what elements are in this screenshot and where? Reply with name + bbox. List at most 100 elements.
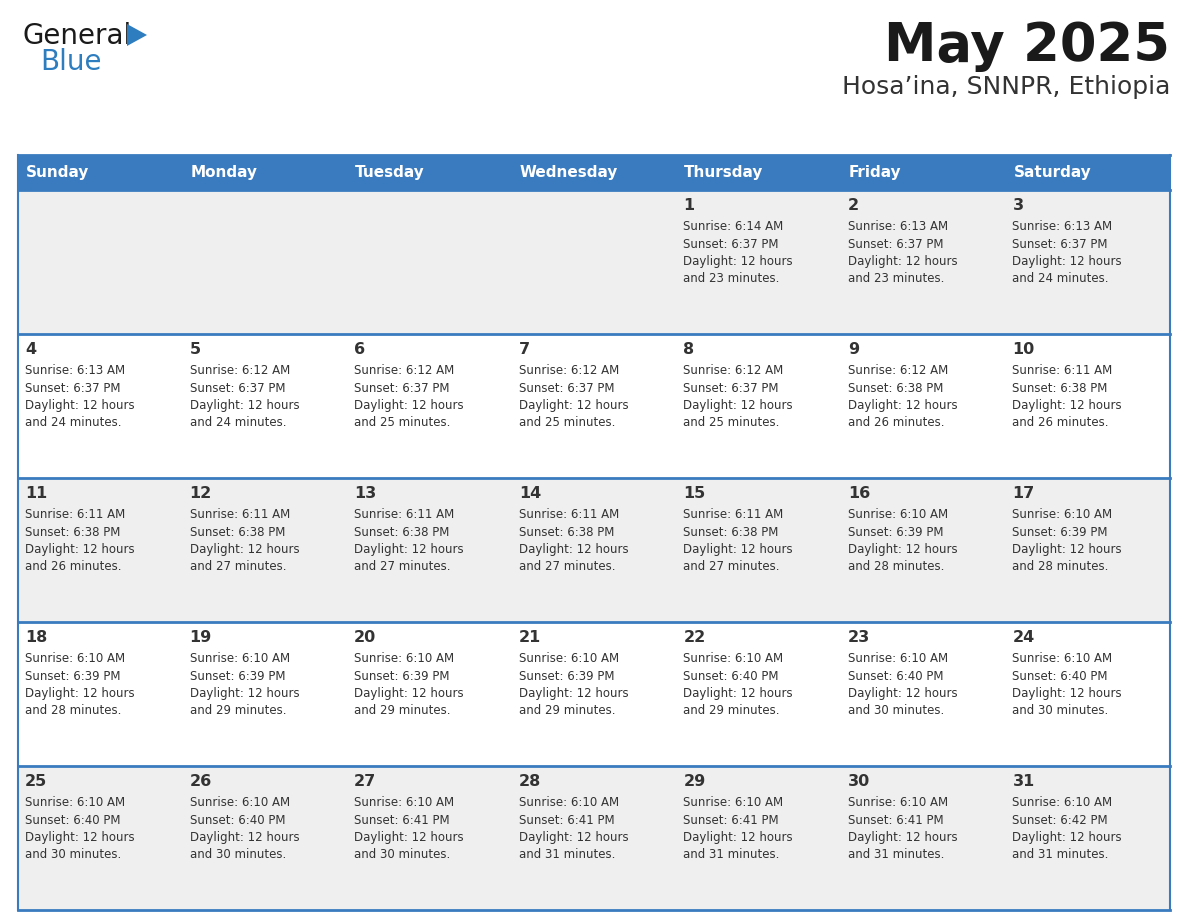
Text: Sunrise: 6:10 AM: Sunrise: 6:10 AM: [519, 796, 619, 809]
Text: 4: 4: [25, 342, 36, 357]
Text: and 28 minutes.: and 28 minutes.: [848, 561, 944, 574]
Text: and 28 minutes.: and 28 minutes.: [1012, 561, 1108, 574]
Text: Daylight: 12 hours: Daylight: 12 hours: [1012, 543, 1121, 556]
Bar: [183, 478, 347, 622]
Text: Daylight: 12 hours: Daylight: 12 hours: [25, 687, 134, 700]
Text: Sunset: 6:40 PM: Sunset: 6:40 PM: [683, 669, 779, 682]
Text: Sunrise: 6:10 AM: Sunrise: 6:10 AM: [190, 652, 290, 665]
Bar: [1005, 766, 1170, 910]
Text: Sunset: 6:41 PM: Sunset: 6:41 PM: [683, 813, 779, 826]
Bar: [183, 190, 347, 334]
Text: 29: 29: [683, 774, 706, 789]
Text: Sunrise: 6:10 AM: Sunrise: 6:10 AM: [190, 796, 290, 809]
Text: 13: 13: [354, 486, 377, 501]
Text: Daylight: 12 hours: Daylight: 12 hours: [25, 399, 134, 412]
Text: Wednesday: Wednesday: [519, 165, 618, 180]
Text: Sunrise: 6:10 AM: Sunrise: 6:10 AM: [848, 652, 948, 665]
Text: and 30 minutes.: and 30 minutes.: [848, 704, 944, 718]
Text: Daylight: 12 hours: Daylight: 12 hours: [683, 687, 792, 700]
Text: Daylight: 12 hours: Daylight: 12 hours: [190, 543, 299, 556]
Text: 1: 1: [683, 198, 695, 213]
Text: 23: 23: [848, 630, 870, 645]
Text: Sunset: 6:38 PM: Sunset: 6:38 PM: [25, 525, 120, 539]
Text: 10: 10: [1012, 342, 1035, 357]
Text: and 27 minutes.: and 27 minutes.: [190, 561, 286, 574]
Text: 26: 26: [190, 774, 211, 789]
Text: and 29 minutes.: and 29 minutes.: [354, 704, 450, 718]
Text: Sunset: 6:39 PM: Sunset: 6:39 PM: [519, 669, 614, 682]
Text: Daylight: 12 hours: Daylight: 12 hours: [683, 831, 792, 844]
Text: Sunrise: 6:10 AM: Sunrise: 6:10 AM: [25, 652, 125, 665]
Text: Sunrise: 6:10 AM: Sunrise: 6:10 AM: [1012, 652, 1112, 665]
Text: Sunrise: 6:11 AM: Sunrise: 6:11 AM: [683, 508, 784, 521]
Text: Sunset: 6:37 PM: Sunset: 6:37 PM: [519, 382, 614, 395]
Bar: [676, 334, 841, 478]
Text: and 26 minutes.: and 26 minutes.: [1012, 417, 1108, 430]
Text: 20: 20: [354, 630, 377, 645]
Bar: [18, 622, 183, 766]
Bar: [676, 766, 841, 910]
Text: Daylight: 12 hours: Daylight: 12 hours: [519, 831, 628, 844]
Text: and 29 minutes.: and 29 minutes.: [190, 704, 286, 718]
Text: Daylight: 12 hours: Daylight: 12 hours: [25, 543, 134, 556]
Text: 11: 11: [25, 486, 48, 501]
Text: Friday: Friday: [849, 165, 902, 180]
Bar: [841, 622, 1005, 766]
Text: Thursday: Thursday: [684, 165, 764, 180]
Text: Daylight: 12 hours: Daylight: 12 hours: [354, 687, 463, 700]
Text: Sunset: 6:40 PM: Sunset: 6:40 PM: [25, 813, 120, 826]
Text: General: General: [23, 22, 131, 50]
Text: Daylight: 12 hours: Daylight: 12 hours: [848, 831, 958, 844]
Text: 30: 30: [848, 774, 870, 789]
Text: Sunrise: 6:10 AM: Sunrise: 6:10 AM: [848, 508, 948, 521]
Text: 24: 24: [1012, 630, 1035, 645]
Text: Sunset: 6:37 PM: Sunset: 6:37 PM: [354, 382, 449, 395]
Text: Sunrise: 6:10 AM: Sunrise: 6:10 AM: [1012, 796, 1112, 809]
Text: Sunset: 6:38 PM: Sunset: 6:38 PM: [1012, 382, 1107, 395]
Bar: [347, 334, 512, 478]
Text: and 25 minutes.: and 25 minutes.: [354, 417, 450, 430]
Bar: [512, 190, 676, 334]
Text: Daylight: 12 hours: Daylight: 12 hours: [354, 399, 463, 412]
Text: Sunrise: 6:11 AM: Sunrise: 6:11 AM: [519, 508, 619, 521]
Text: and 31 minutes.: and 31 minutes.: [519, 848, 615, 861]
Text: Saturday: Saturday: [1013, 165, 1092, 180]
Text: Sunrise: 6:10 AM: Sunrise: 6:10 AM: [25, 796, 125, 809]
Text: Daylight: 12 hours: Daylight: 12 hours: [354, 543, 463, 556]
Text: Sunrise: 6:10 AM: Sunrise: 6:10 AM: [354, 796, 454, 809]
Bar: [676, 622, 841, 766]
Text: Sunset: 6:38 PM: Sunset: 6:38 PM: [190, 525, 285, 539]
Text: Sunrise: 6:10 AM: Sunrise: 6:10 AM: [683, 652, 783, 665]
Text: 7: 7: [519, 342, 530, 357]
Text: Sunset: 6:42 PM: Sunset: 6:42 PM: [1012, 813, 1108, 826]
Text: 28: 28: [519, 774, 541, 789]
Text: and 31 minutes.: and 31 minutes.: [1012, 848, 1108, 861]
Text: Sunrise: 6:12 AM: Sunrise: 6:12 AM: [190, 364, 290, 377]
Text: Sunset: 6:39 PM: Sunset: 6:39 PM: [190, 669, 285, 682]
Text: and 26 minutes.: and 26 minutes.: [25, 561, 121, 574]
Text: and 26 minutes.: and 26 minutes.: [848, 417, 944, 430]
Text: Sunset: 6:37 PM: Sunset: 6:37 PM: [848, 238, 943, 251]
Text: 14: 14: [519, 486, 541, 501]
Text: Sunrise: 6:11 AM: Sunrise: 6:11 AM: [190, 508, 290, 521]
Text: 9: 9: [848, 342, 859, 357]
Text: and 31 minutes.: and 31 minutes.: [683, 848, 779, 861]
Text: and 24 minutes.: and 24 minutes.: [1012, 273, 1108, 285]
Text: Daylight: 12 hours: Daylight: 12 hours: [25, 831, 134, 844]
Bar: [841, 334, 1005, 478]
Text: Daylight: 12 hours: Daylight: 12 hours: [848, 543, 958, 556]
Bar: [18, 334, 183, 478]
Text: Sunrise: 6:10 AM: Sunrise: 6:10 AM: [1012, 508, 1112, 521]
Text: and 30 minutes.: and 30 minutes.: [25, 848, 121, 861]
Text: Sunrise: 6:12 AM: Sunrise: 6:12 AM: [848, 364, 948, 377]
Bar: [18, 766, 183, 910]
Text: and 30 minutes.: and 30 minutes.: [354, 848, 450, 861]
Text: Sunset: 6:41 PM: Sunset: 6:41 PM: [354, 813, 450, 826]
Bar: [1005, 622, 1170, 766]
Text: 2: 2: [848, 198, 859, 213]
Text: and 28 minutes.: and 28 minutes.: [25, 704, 121, 718]
Text: 3: 3: [1012, 198, 1024, 213]
Bar: [347, 155, 512, 190]
Text: and 23 minutes.: and 23 minutes.: [848, 273, 944, 285]
Text: and 24 minutes.: and 24 minutes.: [190, 417, 286, 430]
